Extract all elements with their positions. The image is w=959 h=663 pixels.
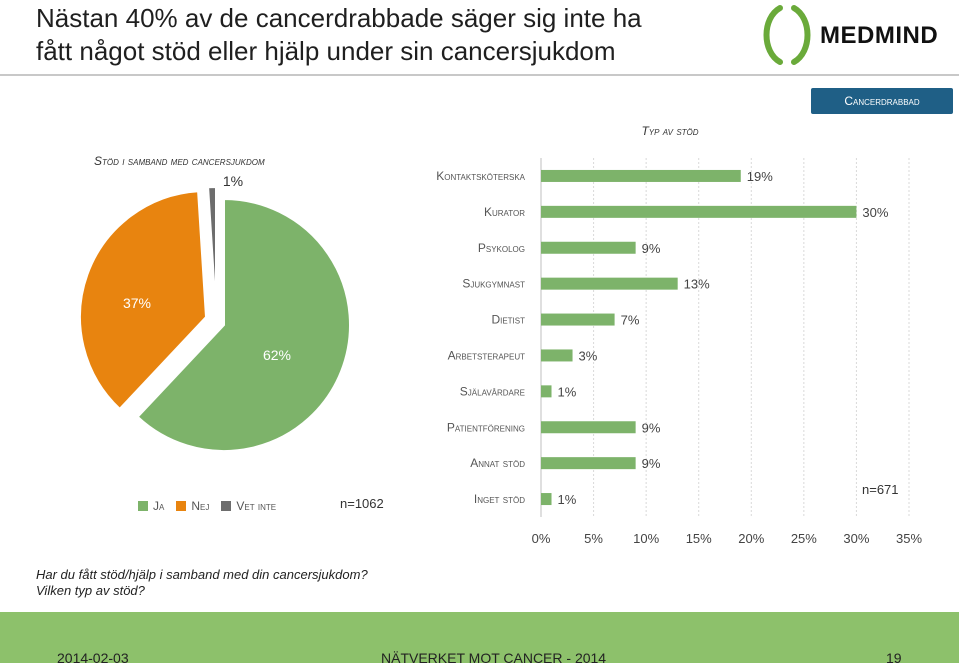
legend-item-nej: Nej [176,499,209,513]
bar-value-sjalavardare: 1% [558,384,577,399]
x-tick-0: 0% [532,531,551,546]
legend-swatch-nej [176,501,187,511]
pie-slice-nej [79,190,208,411]
bar-value-arbetsterapeut: 3% [579,348,598,363]
bar-value-kurator: 30% [862,205,888,220]
pie-sample-size: n=1062 [340,496,384,511]
bar-category-kurator: Kurator [484,205,525,219]
segment-badge: Cancerdrabbad [811,88,953,114]
bar-category-kontaktskoterska: Kontaktsköterska [436,169,525,183]
bar-category-dietist: Dietist [491,313,525,327]
pie-slice-vet-inte [207,185,217,314]
bar-value-inget-stod: 1% [558,492,577,507]
legend-label-vet-inte: Vet inte [236,499,277,513]
pie-label-nej: 37% [123,295,151,311]
footer-organization: NÄTVERKET MOT CANCER - 2014 [381,650,607,663]
bar-inget-stod [541,493,552,506]
bar-value-psykolog: 9% [642,241,661,256]
legend-swatch-vet-inte [221,501,232,511]
bar-sample-size: n=671 [862,482,899,497]
bar-sjalavardare [541,385,552,398]
bar-value-annat-stod: 9% [642,456,661,471]
bar-annat-stod [541,457,636,470]
bar-category-sjukgymnast: Sjukgymnast [462,277,525,291]
survey-question: Har du fått stöd/hjälp i samband med din… [36,567,368,599]
x-tick-35: 35% [896,531,922,546]
bar-category-sjalavardare: Själavårdare [460,384,525,398]
bar-arbetsterapeut [541,349,573,362]
legend-item-ja: Ja [138,499,164,513]
bar-psykolog [541,241,636,254]
bar-category-annat-stod: Annat stöd [470,456,525,470]
x-tick-15: 15% [686,531,712,546]
charts-canvas: 62% 37% 1% Kontaktsköterska 19% Kurator 30% Ps… [79,158,922,546]
footer-page-number: 19 [886,650,902,663]
bar-value-dietist: 7% [621,313,640,328]
legend-swatch-ja [138,501,148,511]
pie-legend: Ja Nej Vet inte [138,499,288,513]
legend-item-vet-inte: Vet inte [221,499,276,513]
bar-value-patientforening: 9% [642,420,661,435]
x-tick-10: 10% [633,531,659,546]
title-line-2: fått något stöd eller hjälp under sin ca… [36,36,616,66]
x-tick-30: 30% [843,531,869,546]
bar-category-psykolog: Psykolog [478,241,525,255]
medmind-logo: MEDMIND [758,2,953,68]
bar-category-arbetsterapeut: Arbetsterapeut [448,348,525,362]
bar-dietist [541,313,615,326]
bar-kurator [541,205,857,218]
title-line-1: Nästan 40% av de cancerdrabbade säger si… [36,3,642,33]
bar-category-patientforening: Patientförening [447,420,525,434]
footer-date: 2014-02-03 [57,650,129,663]
bar-value-kontaktskoterska: 19% [747,169,773,184]
bar-chart-title: Typ av stöd [641,124,699,138]
bar-chart: Kontaktsköterska 19% Kurator 30% Psykolog 9% S… [436,158,922,546]
question-line-1: Har du fått stöd/hjälp i samband med din… [36,567,368,582]
x-tick-25: 25% [791,531,817,546]
logo-wordmark: MEDMIND [820,22,939,49]
bar-category-inget-stod: Inget stöd [474,492,525,506]
pie-chart: 62% 37% 1% [79,173,351,452]
pie-label-ja: 62% [263,347,291,363]
bar-value-sjukgymnast: 13% [684,277,710,292]
x-tick-20: 20% [738,531,764,546]
x-tick-5: 5% [584,531,603,546]
bar-patientforening [541,421,636,434]
pie-chart-title: Stöd i samband med cancersjukdom [94,154,265,168]
legend-label-ja: Ja [153,499,165,513]
header-divider [0,74,959,76]
bar-kontaktskoterska [541,169,741,182]
bar-sjukgymnast [541,277,678,290]
legend-label-nej: Nej [191,499,210,513]
pie-label-vet-inte: 1% [223,173,243,189]
question-line-2: Vilken typ av stöd? [36,583,145,598]
logo-mark-icon [763,5,811,65]
pie-slice-ja [136,197,351,452]
slide-title: Nästan 40% av de cancerdrabbade säger si… [36,2,756,68]
footer-bar: 2014-02-03 NÄTVERKET MOT CANCER - 2014 1… [0,612,959,663]
